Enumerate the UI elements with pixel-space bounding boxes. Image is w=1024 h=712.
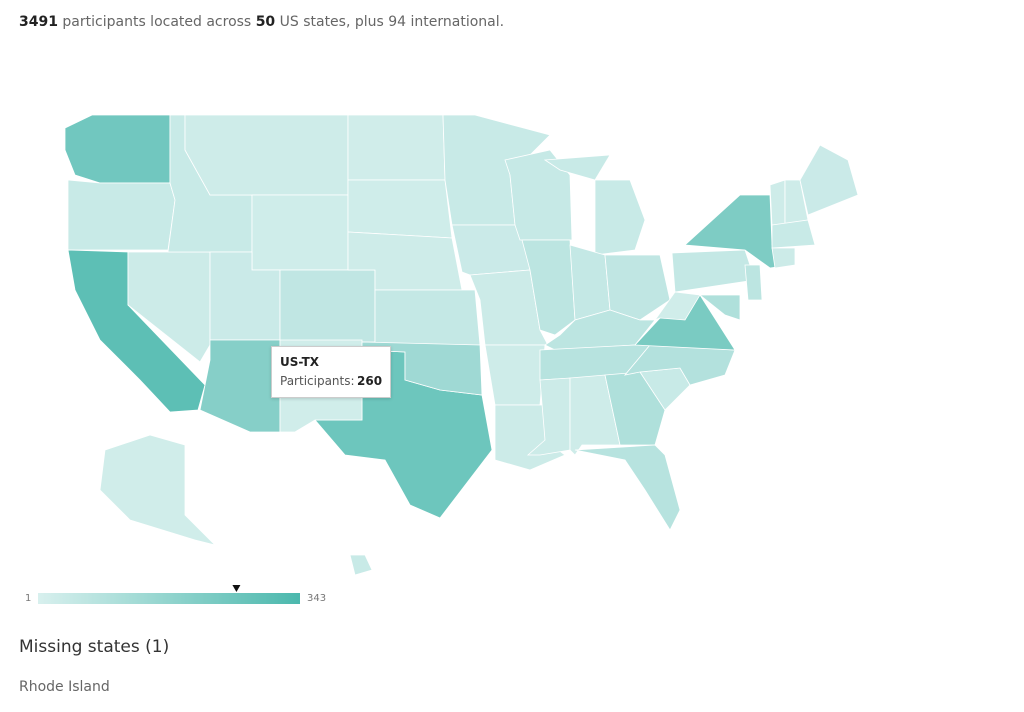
state — [67, 179, 176, 251]
state — [347, 179, 453, 239]
legend-marker — [232, 585, 241, 592]
state — [594, 179, 646, 256]
summary-text: US states, plus 94 international. — [279, 14, 505, 30]
state — [484, 344, 546, 406]
missing-heading: Missing states (1) — [19, 637, 170, 657]
tooltip-title: US-TX — [280, 355, 320, 369]
state — [347, 114, 446, 181]
state — [799, 144, 859, 216]
state — [521, 239, 576, 336]
tooltip: US-TX Participants: 260 — [271, 346, 391, 398]
tooltip-caption: Participants: — [280, 374, 355, 388]
state-count: 50 — [255, 14, 276, 30]
participant-count: 3491 — [19, 14, 58, 30]
state — [279, 269, 376, 343]
tooltip-value: 260 — [357, 374, 383, 388]
state — [698, 294, 741, 321]
state — [604, 254, 671, 321]
legend-gradient — [38, 593, 300, 604]
state — [744, 264, 763, 301]
missing-state: Rhode Island — [19, 679, 110, 695]
state — [671, 249, 756, 293]
state — [771, 247, 796, 269]
state — [64, 114, 171, 184]
state — [251, 194, 349, 271]
summary-text: participants located across — [62, 14, 252, 30]
state — [569, 244, 611, 321]
state — [199, 339, 281, 433]
state — [374, 289, 481, 346]
summary: 3491 participants located across 50 US s… — [19, 14, 504, 30]
legend-min: 1 — [25, 593, 32, 604]
legend-max: 343 — [307, 593, 327, 604]
state — [184, 114, 349, 196]
state — [349, 554, 373, 576]
state — [574, 444, 681, 531]
state — [99, 434, 217, 546]
state — [771, 219, 816, 249]
state — [653, 291, 701, 321]
missing-list: Rhode Island — [19, 679, 110, 695]
state — [769, 179, 786, 226]
state — [543, 154, 611, 181]
